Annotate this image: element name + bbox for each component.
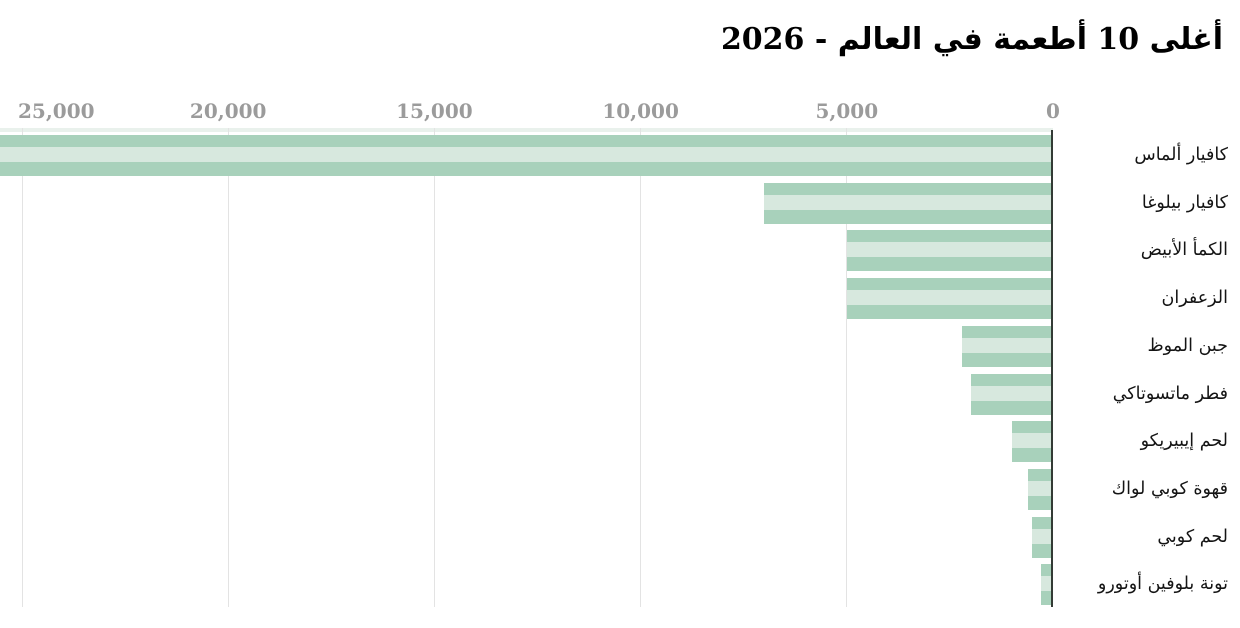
plot-top-line (0, 128, 1053, 132)
tick-label-15000: 15,000 (396, 99, 473, 123)
bar-9 (1040, 564, 1053, 606)
category-label-4: جبن الموظ (1147, 335, 1228, 356)
bar-3 (846, 278, 1053, 320)
chart-title: أغلى 10 أطعمة في العالم - 2026 (720, 22, 1223, 57)
zero-axis-line (1051, 130, 1053, 607)
gridline-15000 (433, 128, 435, 607)
tick-label-25000: 25,000 (18, 99, 95, 123)
tick-label-20000: 20,000 (189, 99, 267, 123)
gridline-20000 (227, 128, 229, 607)
tick-label-10000: 10,000 (602, 99, 679, 123)
bar-2 (846, 230, 1053, 272)
gridline-5000 (846, 128, 848, 607)
category-label-6: لحم إيبيريكو (1140, 431, 1228, 452)
bar-0 (0, 135, 1053, 176)
tick-label-5000: 5,000 (815, 99, 879, 123)
category-label-9: تونة بلوفين أوتورو (1097, 574, 1228, 595)
x-axis-tick-labels: 25,000 20,000 15,000 10,000 5,000 0 (0, 96, 1060, 126)
category-label-5: فطر ماتسوتاكي (1112, 383, 1228, 404)
bar-7 (1028, 469, 1053, 511)
gridline-25000 (21, 128, 23, 607)
gridline-10000 (640, 128, 642, 607)
bar-6 (1011, 421, 1053, 463)
bar-5 (970, 373, 1053, 415)
category-label-3: الزعفران (1161, 288, 1228, 309)
category-label-2: الكمأ الأبيض (1140, 240, 1228, 261)
category-label-8: لحم كوبي (1157, 526, 1228, 547)
bar-8 (1032, 516, 1053, 558)
category-label-0: كافيار ألماس (1134, 145, 1228, 165)
plot-area (0, 128, 1053, 607)
bar-1 (764, 182, 1053, 224)
category-label-7: قهوة كوبي لواك (1111, 479, 1228, 500)
tick-label-0: 0 (1046, 99, 1060, 123)
bar-4 (962, 325, 1053, 367)
category-label-1: كافيار بيلوغا (1141, 192, 1228, 213)
category-labels: كافيار ألماس كافيار بيلوغا الكمأ الأبيض الز… (1055, 128, 1240, 607)
